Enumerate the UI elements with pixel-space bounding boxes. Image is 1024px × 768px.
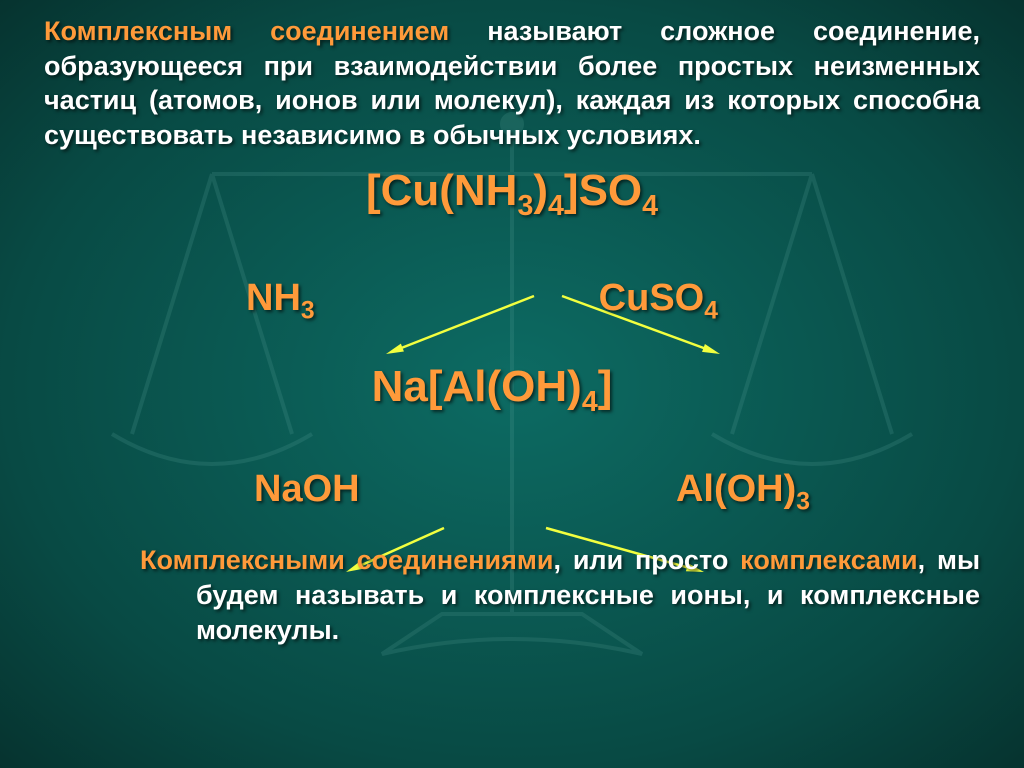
- definition-text: Комплексным соединением называют сложное…: [44, 14, 980, 152]
- formula2-main: Na[Al(OH)4]: [4, 362, 980, 419]
- conclusion-text: Комплексными соединениями, или просто ко…: [140, 543, 980, 648]
- conclusion-h2: комплексами: [740, 545, 917, 575]
- formula1-products: NH3 CuSO4: [44, 277, 980, 326]
- formula2-products: NaOH Al(OH)3: [44, 468, 980, 517]
- formula1-right: CuSO4: [599, 277, 718, 326]
- formula1-main: [Cu(NH3)4]SO4: [44, 166, 980, 223]
- slide-content: Комплексным соединением называют сложное…: [0, 0, 1024, 648]
- conclusion-h1: Комплексными соединениями: [140, 545, 553, 575]
- definition-highlight: Комплексным соединением: [44, 16, 449, 46]
- formula2-right: Al(OH)3: [676, 468, 810, 517]
- conclusion-mid: , или просто: [553, 545, 740, 575]
- formula2-left: NaOH: [254, 468, 360, 517]
- formula1-left: NH3: [246, 277, 315, 326]
